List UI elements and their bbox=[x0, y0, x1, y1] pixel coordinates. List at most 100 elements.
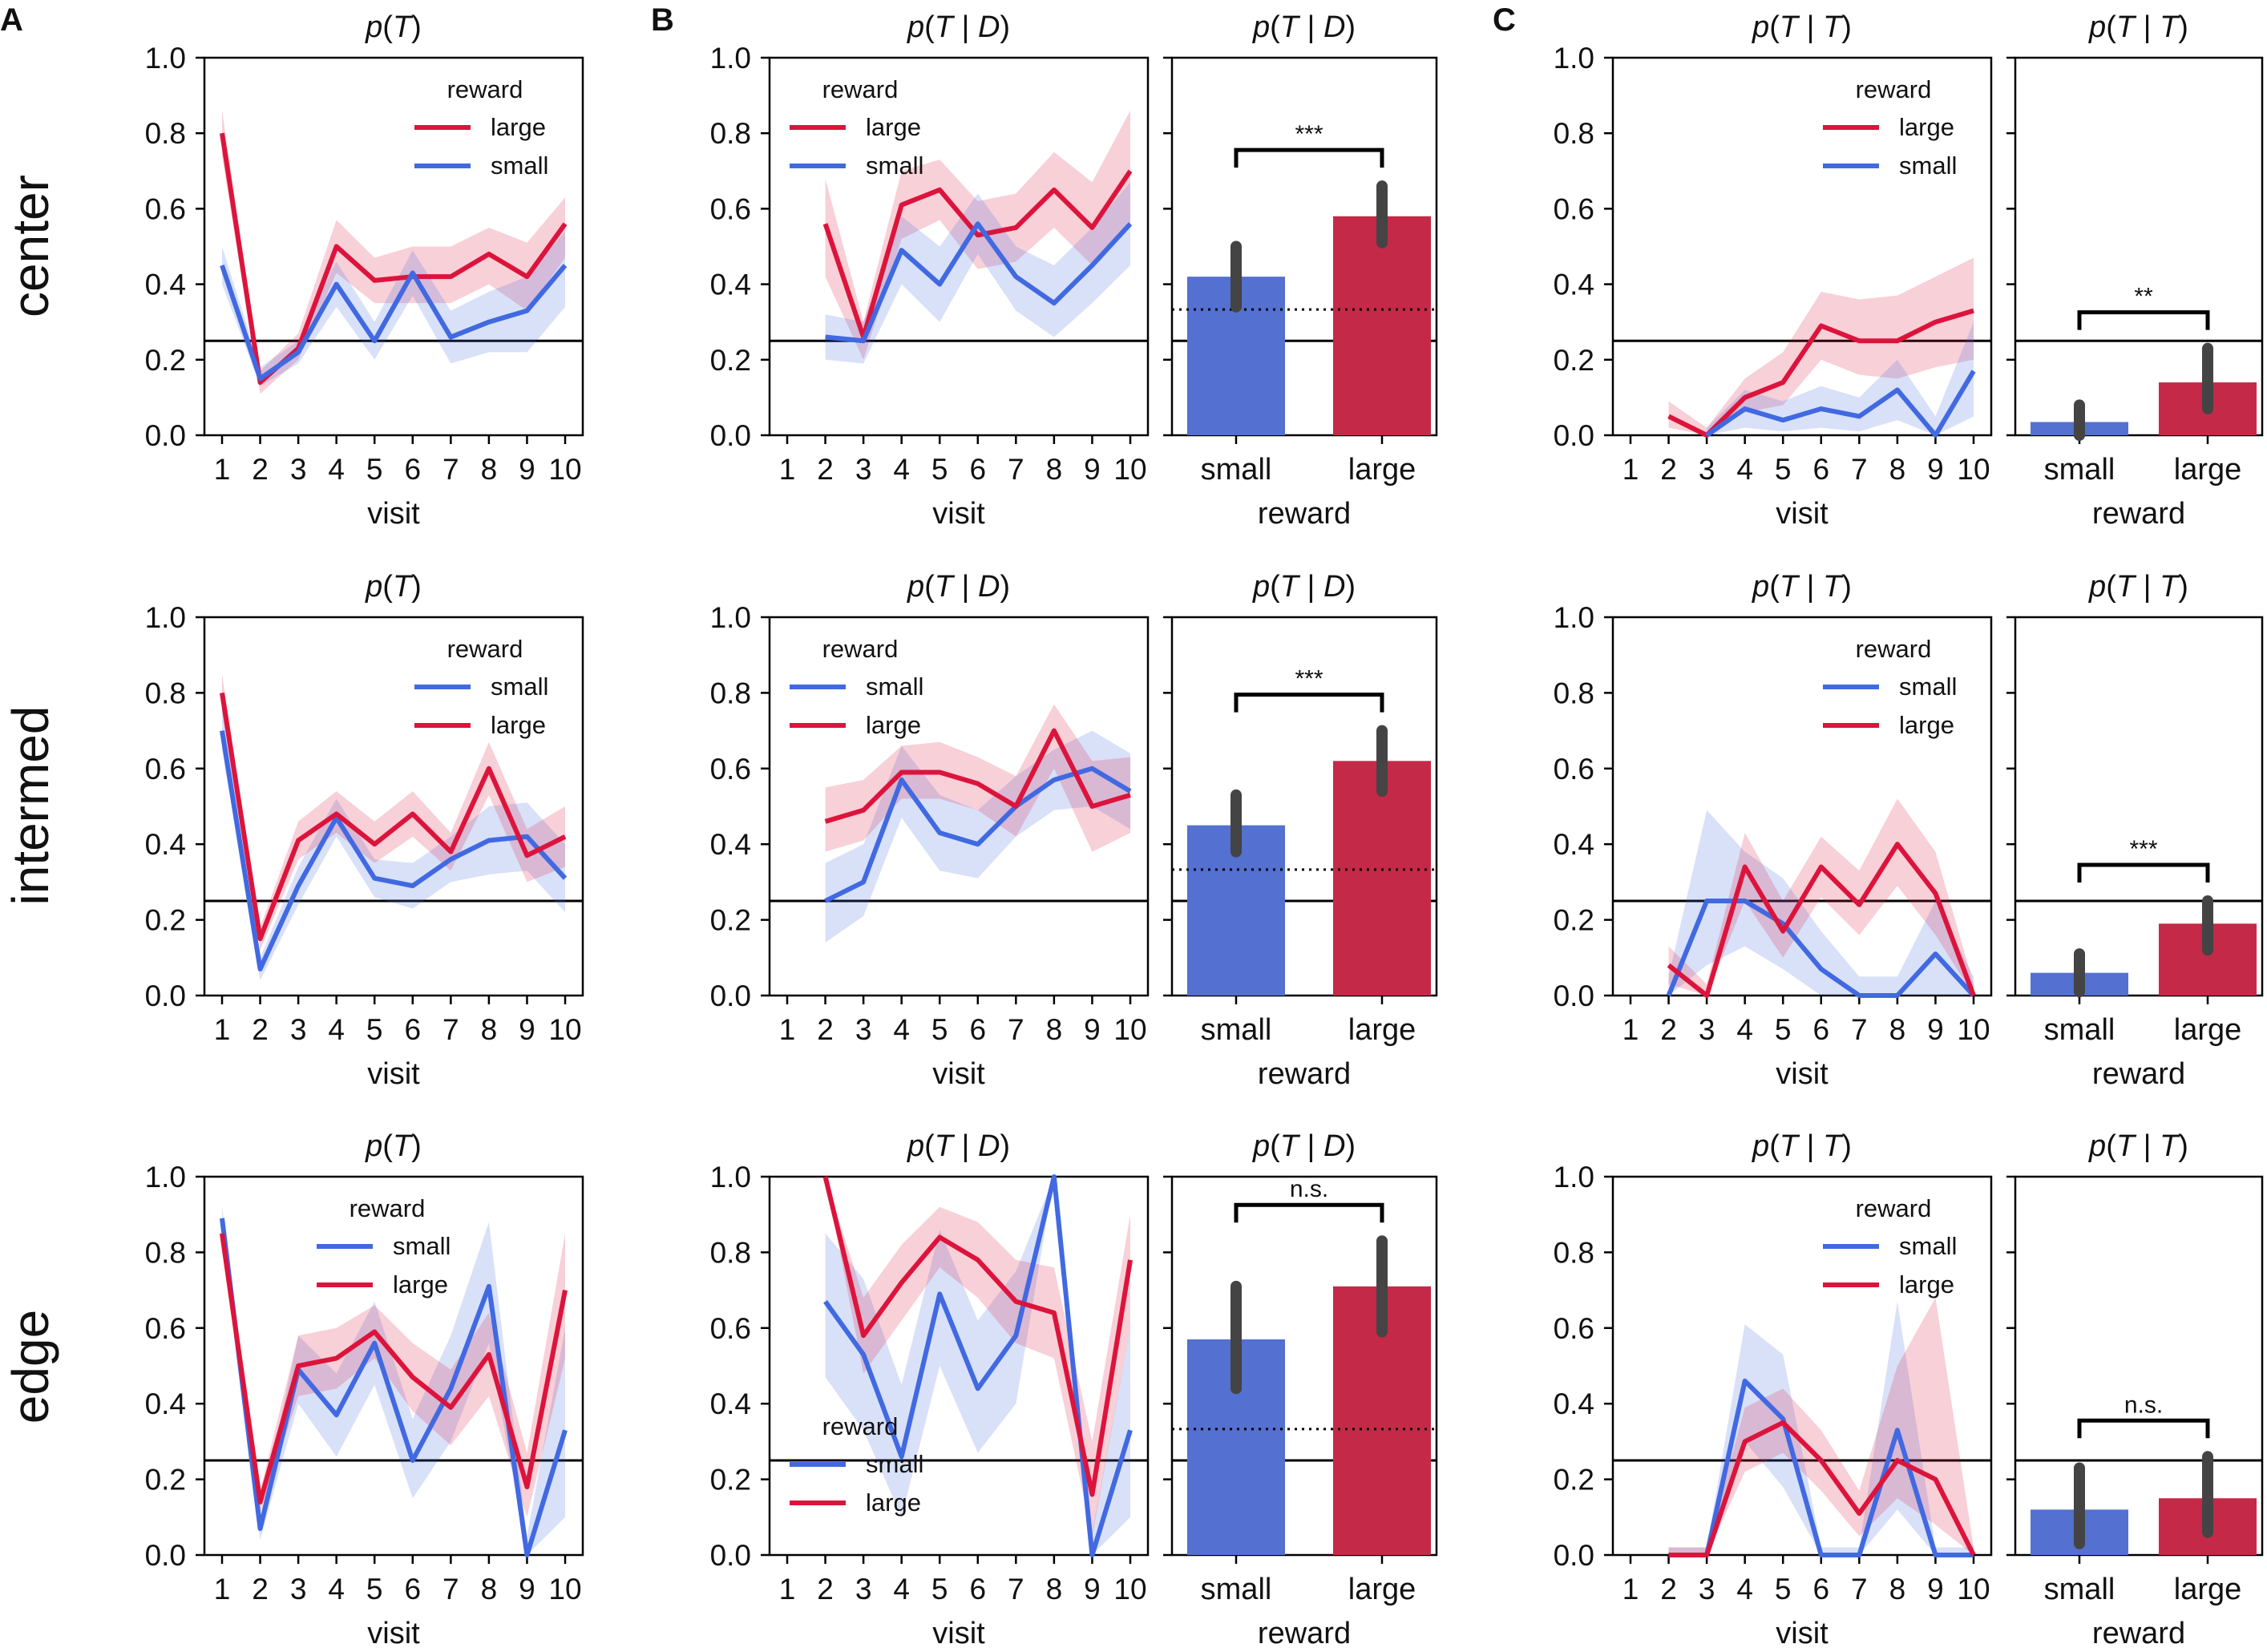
x-tick-label: 4 bbox=[328, 453, 345, 486]
x-tick-label: 3 bbox=[855, 1013, 872, 1046]
legend-label-small: small bbox=[491, 673, 548, 701]
band-small bbox=[1668, 810, 1974, 996]
y-tick-label: 0.0 bbox=[145, 1539, 186, 1572]
y-tick-label: 0.6 bbox=[145, 192, 186, 225]
x-tick-label: 9 bbox=[1084, 1573, 1101, 1606]
x-tick-label: large bbox=[1348, 1573, 1416, 1606]
y-tick-label: 0.0 bbox=[710, 1539, 751, 1572]
significance-bracket bbox=[2077, 1418, 2210, 1439]
chart-title: p(T | T) bbox=[2088, 10, 2188, 44]
panel-letter-c: C bbox=[1493, 2, 1516, 38]
legend-label-large: large bbox=[1899, 1270, 1954, 1299]
chart-edge-A: p(T) 0.0 0.2 0.4 0.6 0.8 1.0 1 2 3 4 5 6 7 8 9 10 visit re… bbox=[145, 1129, 584, 1650]
axes-frame bbox=[203, 616, 584, 997]
x-tick-label: 7 bbox=[1008, 1573, 1024, 1606]
legend-label-large: large bbox=[491, 711, 546, 739]
x-tick-label: 1 bbox=[1622, 1573, 1639, 1606]
x-tick-label: 8 bbox=[481, 1573, 498, 1606]
x-tick-label: 5 bbox=[931, 1013, 948, 1046]
legend-label-small: small bbox=[1899, 1232, 1957, 1260]
legend: reward small large bbox=[317, 1194, 451, 1299]
x-axis-label: visit bbox=[367, 497, 420, 531]
legend-label-small: small bbox=[393, 1232, 451, 1260]
x-tick-label: 5 bbox=[931, 453, 948, 486]
legend-title: reward bbox=[447, 635, 523, 663]
y-tick-label: 0.8 bbox=[710, 677, 751, 709]
x-tick-label: 4 bbox=[893, 453, 910, 486]
row-label-edge: edge bbox=[2, 1310, 59, 1424]
x-tick-label: 8 bbox=[1889, 1013, 1906, 1046]
chart-title: p(T | D) bbox=[907, 10, 1010, 44]
x-tick-label: 2 bbox=[252, 1573, 269, 1606]
chart-center-B-bar: p(T | D) small large reward *** bbox=[1163, 10, 1438, 531]
x-axis-label: visit bbox=[367, 1057, 420, 1091]
y-tick-label: 0.6 bbox=[710, 192, 751, 225]
y-tick-label: 1.0 bbox=[710, 1161, 751, 1194]
x-tick-label: 1 bbox=[779, 453, 796, 486]
x-tick-label: small bbox=[2044, 1573, 2115, 1606]
legend-label-small: small bbox=[1899, 673, 1957, 701]
series-line-small bbox=[1666, 899, 1976, 998]
x-tick-label: 1 bbox=[214, 1573, 231, 1606]
x-tick-label: 5 bbox=[1775, 1013, 1792, 1046]
series-line-small bbox=[1705, 370, 1976, 438]
x-tick-label: 10 bbox=[548, 1013, 581, 1046]
legend: reward small large bbox=[1823, 635, 1957, 739]
axes-frame bbox=[768, 1175, 1150, 1557]
chart-title: p(T | D) bbox=[1252, 1129, 1356, 1163]
y-tick-label: 0.8 bbox=[1554, 1236, 1594, 1269]
y-tick-label: 0.8 bbox=[710, 1236, 751, 1269]
y-tick-label: 0.0 bbox=[145, 419, 186, 452]
y-tick-label: 0.0 bbox=[1554, 1539, 1594, 1572]
chart-panels: p(T)0.00.20.40.60.81.01 2 3 4 5 6 7 8 9 10visitre… bbox=[145, 10, 2264, 1650]
y-tick-label: 0.6 bbox=[1554, 1312, 1594, 1345]
x-tick-label: 7 bbox=[1851, 1013, 1868, 1046]
axes-frame bbox=[2014, 616, 2264, 997]
significance-bracket bbox=[1234, 693, 1384, 713]
x-tick-label: large bbox=[1348, 1013, 1416, 1047]
significance-label: *** bbox=[1295, 121, 1323, 147]
x-tick-label: 9 bbox=[519, 1573, 535, 1606]
x-tick-label: 10 bbox=[1957, 1573, 1990, 1606]
y-tick-label: 0.6 bbox=[145, 1312, 186, 1345]
x-tick-label: 1 bbox=[214, 1013, 231, 1046]
x-tick-label: 10 bbox=[1957, 453, 1990, 486]
x-tick-label: 5 bbox=[366, 1573, 383, 1606]
x-tick-label: 3 bbox=[1699, 453, 1715, 486]
x-tick-label: 1 bbox=[1622, 453, 1639, 486]
legend-title: reward bbox=[822, 635, 899, 663]
legend-label-small: small bbox=[866, 1450, 923, 1478]
chart-title: p(T) bbox=[365, 570, 422, 604]
x-tick-label: small bbox=[1201, 1573, 1272, 1606]
legend-label-small: small bbox=[866, 673, 923, 701]
y-tick-label: 0.8 bbox=[1554, 117, 1594, 150]
series-line-large bbox=[824, 728, 1131, 824]
chart-center-B: p(T | D) 0.0 0.2 0.4 0.6 0.8 1.0 1 2 3 4 5 6 7 8 9 10 vis… bbox=[710, 10, 1150, 531]
x-tick-label: 5 bbox=[1775, 1573, 1792, 1606]
x-tick-label: 3 bbox=[290, 453, 307, 486]
x-tick-label: 2 bbox=[1660, 453, 1677, 486]
x-tick-label: small bbox=[2044, 453, 2115, 487]
series-line-small bbox=[220, 264, 568, 382]
legend: reward large small bbox=[790, 75, 923, 180]
y-tick-label: 0.2 bbox=[710, 1464, 751, 1496]
x-tick-label: 4 bbox=[1736, 453, 1753, 486]
x-axis-label: visit bbox=[367, 1617, 420, 1650]
series-line-small bbox=[220, 730, 568, 971]
axes-frame bbox=[1170, 616, 1438, 997]
x-tick-label: large bbox=[2174, 1013, 2242, 1047]
x-axis-label: reward bbox=[2092, 1057, 2185, 1091]
significance-label: *** bbox=[2129, 836, 2157, 862]
x-tick-label: 9 bbox=[1084, 453, 1101, 486]
x-tick-label: 2 bbox=[252, 1013, 269, 1046]
x-tick-label: 6 bbox=[404, 1013, 421, 1046]
significance-label: n.s. bbox=[1290, 1176, 1328, 1202]
chart-title: p(T | T) bbox=[1752, 10, 1852, 44]
x-tick-label: 9 bbox=[1927, 1573, 1944, 1606]
chart-center-A: p(T) 0.0 0.2 0.4 0.6 0.8 1.0 1 2 3 4 5 6 7 8 9 10 visit re… bbox=[145, 10, 584, 531]
band-large bbox=[1668, 257, 1974, 435]
x-tick-label: 10 bbox=[1957, 1013, 1990, 1046]
series-line-large bbox=[220, 692, 567, 942]
chart-center-C-bar: p(T | T) small large reward ** bbox=[2006, 10, 2264, 531]
band-large bbox=[825, 704, 1130, 852]
